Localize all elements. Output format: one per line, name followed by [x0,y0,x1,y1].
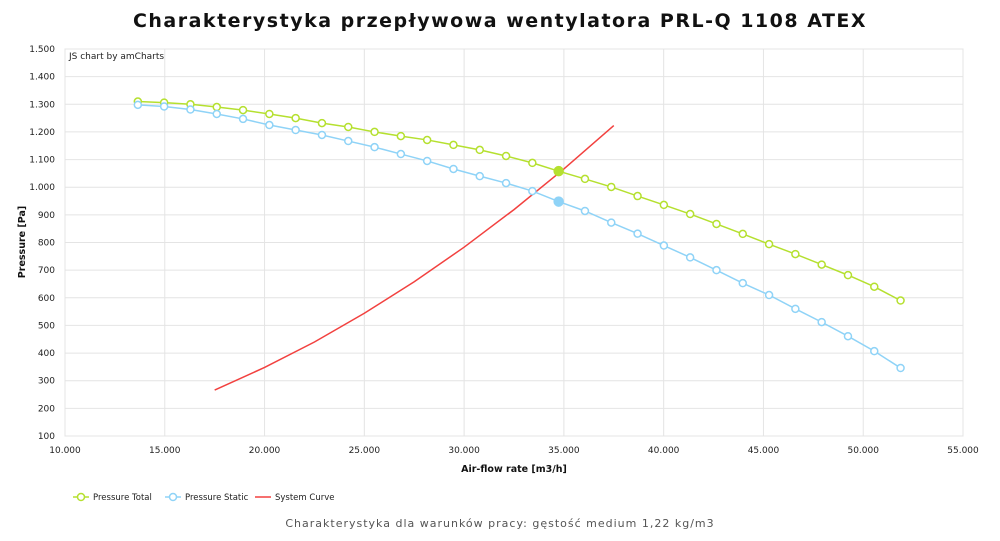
x-tick-label: 20.000 [249,446,281,456]
y-tick-label: 1.400 [29,73,55,83]
chart-title: Charakterystyka przepływowa wentylatora … [132,10,868,32]
data-point [843,331,853,341]
data-point [738,278,748,288]
data-point [685,253,695,262]
series-line-pressure-static [137,104,901,369]
data-point [449,140,458,150]
y-tick-label: 1.000 [29,183,55,193]
data-point [528,186,537,196]
y-tick-label: 500 [38,321,55,331]
data-point [633,229,642,238]
data-point [370,127,379,137]
x-tick-label: 40.000 [648,446,680,456]
data-point [580,174,590,184]
series-line-system-curve [214,125,615,391]
data-point [712,265,721,275]
data-point [186,105,195,114]
data-point [607,218,616,227]
data-point [159,102,169,111]
data-point [528,158,537,168]
data-point [396,131,406,141]
data-point [343,122,353,132]
legend-label: Pressure Total [93,493,152,503]
chart-subtitle: Charakterystyka dla warunków pracy: gęst… [285,517,715,530]
y-tick-label: 1.200 [29,128,55,138]
data-point [817,260,826,269]
y-axis-title: Pressure [Pa] [17,206,28,278]
y-tick-label: 800 [38,239,55,249]
y-tick-label: 1.500 [29,45,55,55]
amcharts-credit: JS chart by amCharts [68,52,164,62]
legend-label: System Curve [275,493,334,503]
data-point [870,282,879,291]
data-point [607,182,616,192]
data-point [659,200,669,210]
y-tick-label: 900 [38,211,55,221]
x-tick-label: 55.000 [947,446,979,456]
x-tick-label: 35.000 [548,446,580,456]
y-tick-label: 600 [38,294,55,304]
data-point [633,191,642,201]
x-axis-title: Air-flow rate [m3/h] [461,464,567,475]
data-point [580,206,590,216]
data-point [817,317,826,327]
data-point [396,149,406,159]
data-point [343,136,353,146]
data-point [265,109,274,119]
x-tick-label: 45.000 [748,446,780,456]
data-point [712,219,721,229]
y-tick-label: 200 [38,404,55,414]
data-point [317,130,327,140]
data-point [422,156,432,166]
data-point [212,109,221,119]
data-point [685,209,695,219]
data-point [212,102,221,112]
data-point [738,229,748,239]
y-tick-label: 1.100 [29,156,55,166]
y-tick-label: 100 [38,432,55,442]
data-point [764,239,774,249]
data-point [370,142,379,152]
data-point [791,249,800,259]
data-point [475,145,485,155]
data-point [764,290,774,300]
data-point [291,125,300,135]
legend-marker-dot [76,492,86,502]
data-point [896,296,905,305]
x-tick-label: 10.000 [49,446,81,456]
y-tick-label: 400 [38,349,55,359]
data-point [870,346,879,356]
data-point [659,241,669,250]
legend-marker-dot [168,492,178,502]
data-point [896,363,905,373]
operating-point [553,165,564,177]
y-tick-label: 700 [38,266,55,276]
y-tick-label: 300 [38,377,55,387]
data-point [843,270,853,280]
data-point [291,113,300,123]
series-line-pressure-total [137,100,901,302]
data-point [501,178,511,188]
legend-label: Pressure Static [185,493,249,503]
y-tick-label: 1.300 [29,100,55,110]
data-point [449,164,458,174]
data-point [317,118,327,128]
data-point [133,100,143,110]
data-point [791,304,800,314]
x-tick-label: 50.000 [847,446,879,456]
data-point [475,171,485,181]
x-tick-label: 30.000 [448,446,480,456]
data-point [501,151,511,161]
data-point [238,114,248,124]
data-point [265,120,274,130]
x-tick-label: 25.000 [349,446,381,456]
data-point [422,135,432,145]
operating-point [553,196,564,207]
data-point [238,105,248,115]
x-tick-label: 15.000 [149,446,181,456]
